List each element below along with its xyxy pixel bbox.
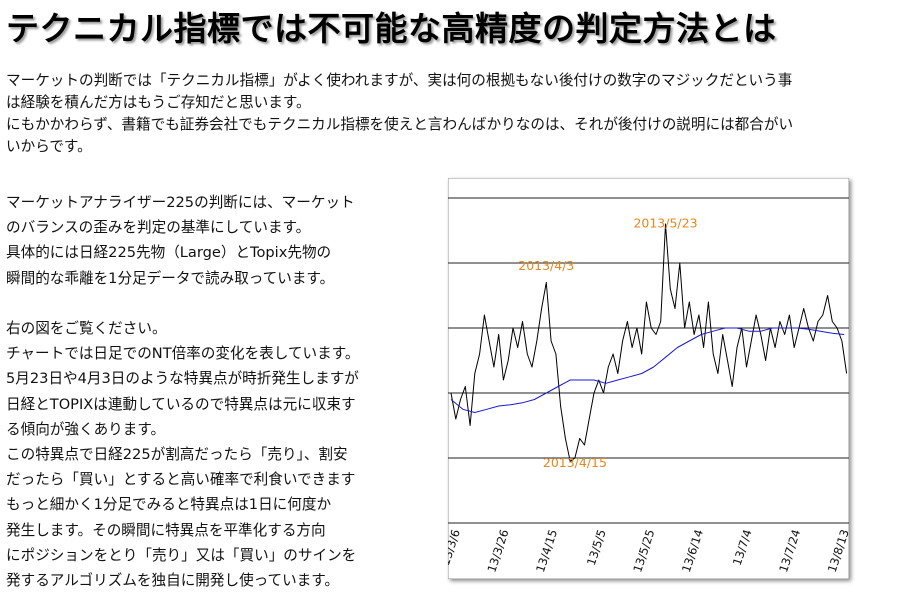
paragraph-gap [6, 291, 426, 316]
body-line: だったら「買い」とすると高い確率で利食いできます [6, 471, 356, 489]
nt-ratio-chart: 2013/4/3 2013/5/23 2013/4/15 13/3/6 13/3/26… [438, 177, 852, 580]
moving-average-series-line [450, 327, 845, 413]
body-line: 5月23日や4月3日のような特異点が時折発生しますが [6, 370, 359, 388]
body-line: 日経とTOPIXは連動しているので特異点は元に収束す [6, 395, 356, 413]
nt-ratio-series-line [450, 223, 848, 462]
intro-line: マーケットの判断では「テクニカル指標」がよく使われますが、実は何の根拠もない後付… [6, 72, 793, 89]
body-line: 発生します。その瞬間に特異点を平準化する方向 [6, 521, 326, 539]
chart-annotation-label: 2013/4/3 [518, 258, 574, 273]
explanation-text: マーケットアナライザー225の判断には、マーケット のバランスの歪みを判定の基準… [6, 190, 426, 593]
body-line: 瞬間的な乖離を1分足データで読み取っています。 [6, 269, 335, 287]
body-line: チャートでは日足でのNT倍率の変化を表しています。 [6, 345, 360, 363]
body-line: にポジションをとり「売り」又は「買い」のサインを [6, 546, 357, 564]
chart-background [447, 177, 850, 580]
body-line: この特異点で日経225が割高だったら「売り」、割安 [6, 446, 348, 464]
intro-line: は経験を積んだ方はもうご存知だと思います。 [6, 94, 311, 111]
intro-line: いからです。 [6, 138, 92, 155]
body-line: のバランスの歪みを判定の基準にしています。 [6, 219, 311, 237]
body-line: もっと細かく1分足でみると特異点は1日に何度か [6, 496, 332, 514]
body-line: マーケットアナライザー225の判断には、マーケット [6, 194, 355, 211]
page-title: テクニカル指標では不可能な高精度の判定方法とは [6, 9, 777, 48]
intro-paragraph: マーケットの判断では「テクニカル指標」がよく使われますが、実は何の根拠もない後付… [6, 70, 916, 158]
body-line: る傾向が強くあります。 [6, 420, 166, 438]
body-line: 具体的には日経225先物（Large）とTopix先物の [6, 244, 332, 262]
body-line: 右の図をご覧ください。 [6, 320, 167, 337]
chart-annotation-label: 2013/4/15 [543, 455, 607, 470]
chart-annotation-label: 2013/5/23 [633, 215, 697, 230]
intro-line: にもかかわらず、書籍でも証券会社でもテクニカル指標を使えと言わんばかりなのは、そ… [6, 116, 794, 133]
body-line: 発するアルゴリズムを独自に開発し使っています。 [6, 572, 340, 590]
